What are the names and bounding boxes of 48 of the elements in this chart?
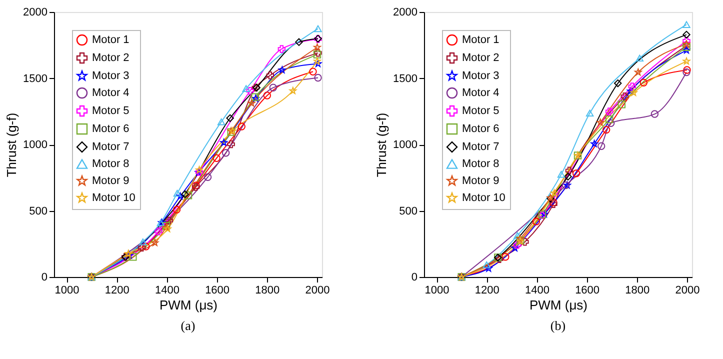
x-tick-label: 1800 <box>625 284 650 296</box>
x-tick-label: 1400 <box>524 284 550 296</box>
x-axis-title: PWM (μs) <box>159 298 218 312</box>
legend-label: Motor 3 <box>462 70 500 82</box>
legend-label: Motor 4 <box>462 87 500 99</box>
legend-label: Motor 5 <box>462 105 500 117</box>
x-tick-label: 1400 <box>154 284 180 296</box>
text: (a) <box>180 318 196 333</box>
x-tick-label: 1800 <box>255 284 280 296</box>
legend-label: Motor 7 <box>92 141 130 153</box>
legend-label: Motor 9 <box>462 175 500 187</box>
y-tick-label: 0 <box>411 272 418 284</box>
x-tick-label: 1200 <box>474 284 500 296</box>
y-tick-label: 1000 <box>23 139 48 151</box>
legend-label: Motor 3 <box>92 70 130 82</box>
x-tick-label: 2000 <box>675 284 700 296</box>
legend-label: Motor 4 <box>92 87 130 99</box>
x-tick-label: 1200 <box>104 284 130 296</box>
legend-label: Motor 6 <box>462 123 500 135</box>
y-tick-label: 500 <box>399 205 418 218</box>
legend-label: Motor 6 <box>92 123 130 135</box>
y-axis-title: Thrust (g-f) <box>4 112 20 178</box>
y-tick-label: 500 <box>29 205 48 218</box>
x-tick-label: 1000 <box>424 284 450 296</box>
legend-label: Motor 2 <box>462 52 500 64</box>
legend-label: Motor 1 <box>462 34 500 46</box>
legend-label: Motor 5 <box>92 105 130 117</box>
x-tick-label: 1600 <box>575 284 600 296</box>
legend-label: Motor 9 <box>92 175 130 187</box>
y-tick-label: 2000 <box>23 6 48 18</box>
legend-label: Motor 10 <box>92 192 136 204</box>
y-tick-label: 1500 <box>393 72 418 85</box>
y-tick-label: 1000 <box>393 139 418 151</box>
x-tick-label: 2000 <box>305 284 330 296</box>
x-tick-label: 1600 <box>205 284 230 296</box>
legend-label: Motor 8 <box>92 158 130 170</box>
x-tick-label: 1000 <box>54 284 80 296</box>
y-tick-label: 1500 <box>23 72 48 85</box>
legend-label: Motor 10 <box>462 192 506 204</box>
legend-label: Motor 2 <box>92 52 130 64</box>
x-axis-title: PWM (μs) <box>529 298 588 312</box>
y-tick-label: 0 <box>41 272 48 284</box>
text: (b) <box>550 318 566 333</box>
y-axis-title: Thrust (g-f) <box>374 112 390 178</box>
y-tick-label: 2000 <box>393 6 418 18</box>
legend-label: Motor 7 <box>462 141 500 153</box>
legend-label: Motor 8 <box>462 158 500 170</box>
legend-label: Motor 1 <box>92 34 130 46</box>
